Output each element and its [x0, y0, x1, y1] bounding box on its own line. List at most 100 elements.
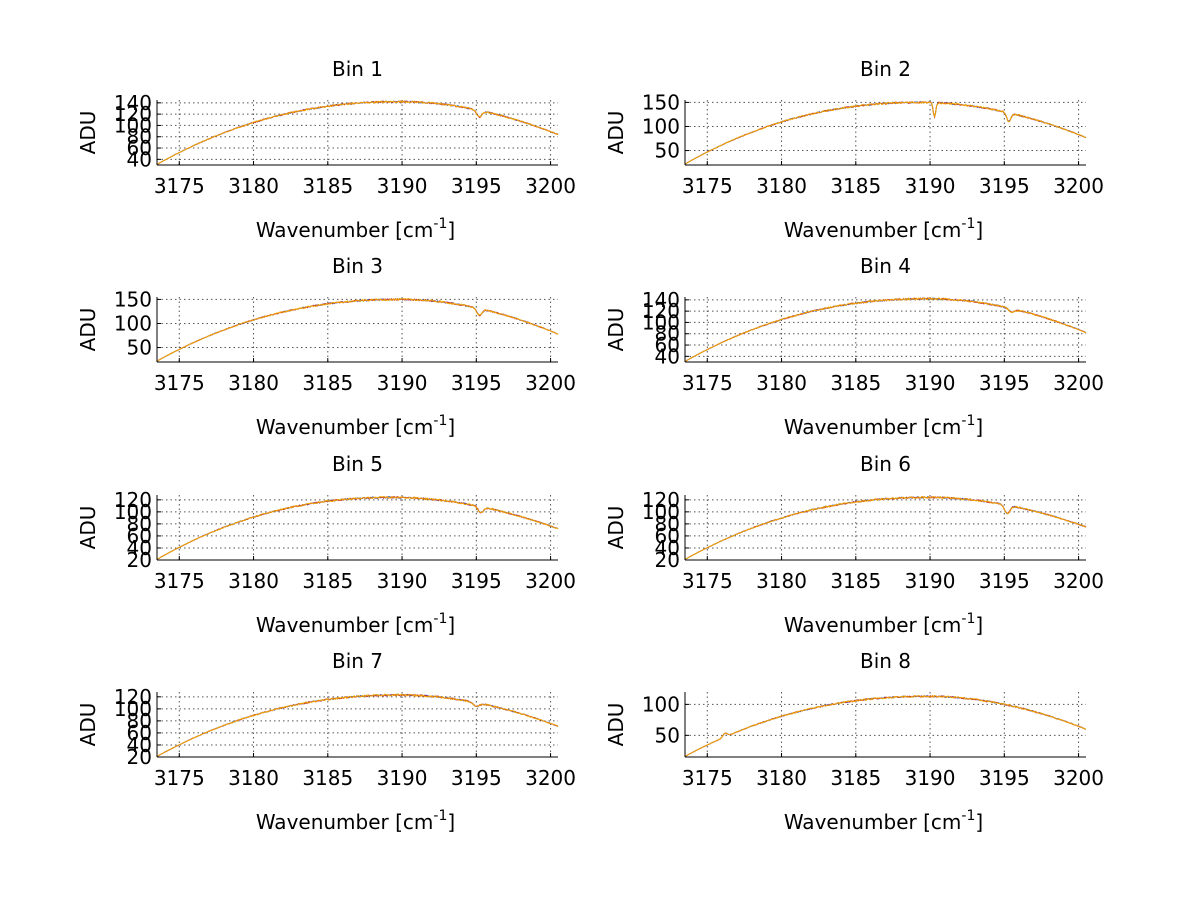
x-tick-label: 3195	[451, 569, 502, 593]
x-tick-label: 3190	[905, 766, 956, 790]
subplot-title: Bin 8	[860, 649, 911, 673]
x-axis-label: Wavenumber [cm-1]	[784, 216, 983, 242]
x-axis-label-close: ]	[447, 810, 455, 834]
series-line-2	[156, 298, 559, 362]
x-tick-label: 3185	[302, 569, 353, 593]
x-tick-label: 3175	[154, 766, 205, 790]
x-tick-label: 3180	[228, 766, 279, 790]
y-tick-label: 60	[655, 333, 680, 357]
x-axis-label-close: ]	[975, 415, 983, 439]
x-tick-label: 3185	[830, 569, 881, 593]
x-axis-label-superscript: -1	[961, 413, 975, 429]
subplot-title: Bin 1	[332, 57, 383, 81]
subplot-title: Bin 4	[860, 254, 911, 278]
y-tick-label: 40	[127, 536, 152, 560]
x-tick-label: 3175	[682, 371, 733, 395]
series-line-1	[156, 495, 559, 560]
x-tick-label: 3200	[1053, 371, 1104, 395]
y-tick-label: 60	[655, 524, 680, 548]
y-tick-label: 120	[114, 102, 152, 126]
y-axis-label: ADU	[76, 703, 100, 747]
x-tick-label: 3195	[979, 174, 1030, 198]
series-line-1	[156, 693, 559, 757]
y-tick-label: 100	[642, 692, 680, 716]
x-axis-label: Wavenumber [cm-1]	[784, 808, 983, 834]
y-tick-label: 20	[127, 745, 152, 769]
x-axis-label-close: ]	[447, 218, 455, 242]
y-tick-label: 60	[127, 721, 152, 745]
x-axis-label-text: Wavenumber [cm	[784, 613, 962, 637]
x-axis-label: Wavenumber [cm-1]	[256, 216, 455, 242]
x-tick-label: 3195	[979, 766, 1030, 790]
subplot-bin-8: 3175 3180 3185 3190 3195 3200 50 100 Bin 8 ADU Wav…	[604, 649, 1104, 834]
y-tick-label: 60	[127, 524, 152, 548]
x-axis-label-superscript: -1	[961, 216, 975, 232]
x-tick-label: 3185	[302, 371, 353, 395]
x-axis-label-close: ]	[975, 218, 983, 242]
x-axis-label-close: ]	[975, 810, 983, 834]
x-tick-label: 3175	[682, 766, 733, 790]
y-tick-label: 40	[127, 733, 152, 757]
x-axis-label-superscript: -1	[433, 216, 447, 232]
y-tick-label: 120	[114, 685, 152, 709]
y-tick-label: 50	[127, 336, 152, 360]
series-line-3	[156, 496, 559, 560]
x-axis-label-superscript: -1	[433, 808, 447, 824]
y-tick-label: 80	[127, 512, 152, 536]
x-tick-label: 3185	[830, 174, 881, 198]
x-axis-label-text: Wavenumber [cm	[784, 415, 962, 439]
y-tick-label: 80	[127, 125, 152, 149]
x-tick-label: 3190	[377, 766, 428, 790]
x-tick-label: 3185	[830, 766, 881, 790]
x-tick-label: 3190	[377, 174, 428, 198]
y-tick-label: 50	[655, 723, 680, 747]
x-tick-label: 3195	[451, 371, 502, 395]
y-axis-label: ADU	[604, 111, 628, 155]
y-tick-label: 150	[114, 287, 152, 311]
series-line-3	[684, 297, 1087, 362]
y-tick-label: 140	[642, 288, 680, 312]
x-tick-label: 3180	[228, 371, 279, 395]
series-line-3	[684, 495, 1087, 560]
x-tick-label: 3195	[979, 569, 1030, 593]
y-axis-label: ADU	[76, 308, 100, 352]
series-line-3	[156, 693, 559, 757]
y-tick-label: 80	[655, 512, 680, 536]
x-tick-label: 3200	[1053, 569, 1104, 593]
x-tick-label: 3190	[905, 174, 956, 198]
series-line-3	[684, 694, 1087, 757]
series-line-2	[684, 695, 1087, 757]
y-tick-label: 50	[655, 139, 680, 163]
x-axis-label-superscript: -1	[961, 611, 975, 627]
y-tick-label: 40	[655, 344, 680, 368]
subplot-title: Bin 7	[332, 649, 383, 673]
subplot-title: Bin 3	[332, 254, 383, 278]
y-tick-label: 120	[642, 488, 680, 512]
series-line-2	[684, 297, 1087, 362]
x-tick-label: 3200	[525, 371, 576, 395]
x-tick-label: 3190	[905, 569, 956, 593]
x-tick-label: 3180	[756, 766, 807, 790]
y-axis-label: ADU	[604, 703, 628, 747]
x-axis-label-text: Wavenumber [cm	[256, 613, 434, 637]
x-tick-label: 3195	[979, 371, 1030, 395]
series-line-1	[156, 100, 559, 165]
x-tick-label: 3200	[525, 569, 576, 593]
x-tick-label: 3185	[302, 766, 353, 790]
x-axis-label-text: Wavenumber [cm	[256, 810, 434, 834]
y-tick-label: 100	[642, 114, 680, 138]
x-axis-label-close: ]	[975, 613, 983, 637]
x-tick-label: 3180	[756, 174, 807, 198]
series-line-1	[684, 101, 1087, 165]
x-tick-label: 3195	[451, 766, 502, 790]
y-tick-label: 120	[114, 488, 152, 512]
x-tick-label: 3175	[682, 174, 733, 198]
y-tick-label: 100	[114, 113, 152, 137]
y-tick-label: 80	[127, 709, 152, 733]
y-tick-label: 100	[114, 500, 152, 524]
y-axis-label: ADU	[76, 111, 100, 155]
